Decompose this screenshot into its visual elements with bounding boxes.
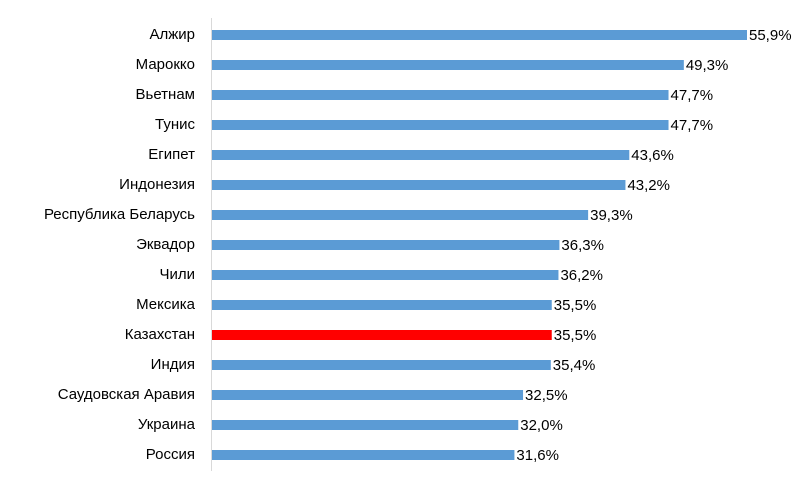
- category-label: Россия: [146, 446, 195, 463]
- bar: [212, 360, 551, 370]
- bar: [212, 30, 747, 40]
- category-label: Эквадор: [136, 236, 195, 253]
- category-label: Марокко: [136, 56, 195, 73]
- category-label: Вьетнам: [136, 86, 195, 103]
- value-label: 32,0%: [520, 417, 563, 434]
- category-label: Египет: [148, 146, 195, 163]
- bar: [212, 60, 684, 70]
- value-label: 35,5%: [554, 327, 597, 344]
- category-label: Алжир: [149, 26, 195, 43]
- category-label: Казахстан: [125, 326, 195, 343]
- category-label: Саудовская Аравия: [58, 386, 195, 403]
- category-label: Украина: [138, 416, 196, 433]
- bar: [212, 180, 626, 190]
- value-label: 47,7%: [671, 87, 714, 104]
- value-label: 43,2%: [627, 177, 670, 194]
- bar: [212, 90, 669, 100]
- bar: [212, 270, 559, 280]
- value-label: 35,5%: [554, 297, 597, 314]
- value-label: 31,6%: [516, 447, 559, 464]
- category-label: Мексика: [136, 296, 196, 313]
- bar: [212, 300, 552, 310]
- bar: [212, 150, 630, 160]
- category-label: Чили: [159, 266, 195, 283]
- value-label: 47,7%: [671, 117, 714, 134]
- category-label: Индия: [151, 356, 195, 373]
- bar: [212, 450, 515, 460]
- bar: [212, 420, 519, 430]
- value-label: 49,3%: [686, 57, 729, 74]
- value-label: 36,2%: [560, 267, 603, 284]
- bar: [212, 210, 589, 220]
- bar: [212, 240, 560, 250]
- bar: [212, 390, 524, 400]
- category-label: Индонезия: [119, 176, 195, 193]
- category-label: Республика Беларусь: [44, 206, 195, 223]
- value-label: 36,3%: [561, 237, 604, 254]
- value-label: 55,9%: [749, 27, 792, 44]
- value-label: 35,4%: [553, 357, 596, 374]
- bar: [212, 330, 552, 340]
- value-label: 43,6%: [631, 147, 674, 164]
- value-label: 32,5%: [525, 387, 568, 404]
- value-label: 39,3%: [590, 207, 633, 224]
- category-label: Тунис: [155, 116, 195, 133]
- bar: [212, 120, 669, 130]
